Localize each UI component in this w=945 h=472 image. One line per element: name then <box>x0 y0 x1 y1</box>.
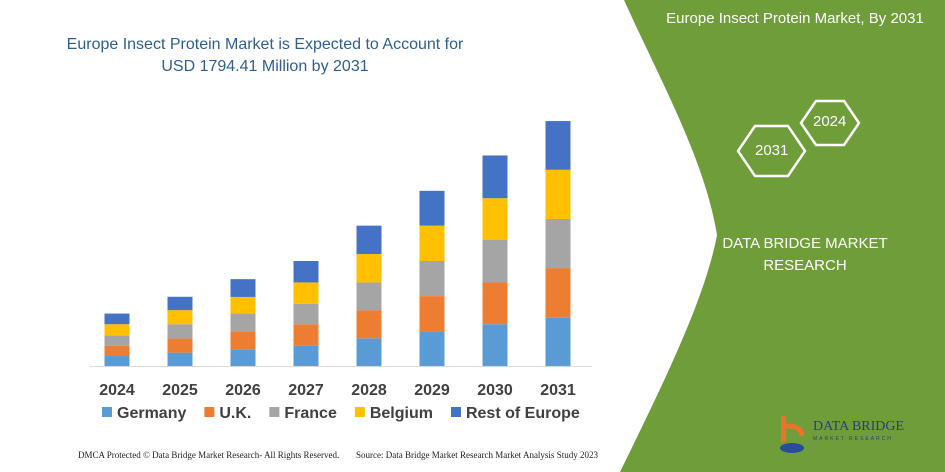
legend-label: Germany <box>117 405 186 422</box>
panel-title: Europe Insect Protein Market, By 2031 <box>666 10 924 27</box>
x-tick-label: 2026 <box>225 382 261 399</box>
bar-segment-2024-rest-of-europe <box>104 313 130 325</box>
hexagon-2031 <box>736 124 807 178</box>
x-tick-label: 2029 <box>414 382 450 399</box>
bar-segment-2031-u-k- <box>545 268 571 318</box>
legend-swatch <box>204 407 215 417</box>
bar-segment-2030-germany <box>482 324 508 366</box>
bar-segment-2030-france <box>482 239 508 283</box>
bar-segment-2024-france <box>104 335 130 346</box>
bar-segment-2029-rest-of-europe <box>419 190 445 226</box>
bar-segment-2029-u-k- <box>419 296 445 332</box>
legend-label: Rest of Europe <box>466 405 580 422</box>
bar-segment-2027-u-k- <box>293 324 319 346</box>
bar-segment-2029-germany <box>419 331 445 366</box>
legend-label: France <box>284 405 337 422</box>
bar-segment-2026-rest-of-europe <box>230 279 256 297</box>
bar-segment-2028-u-k- <box>356 310 382 339</box>
bar-segment-2026-u-k- <box>230 331 256 350</box>
hexagon-2024 <box>799 99 861 147</box>
hex-label-2031: 2031 <box>755 142 789 159</box>
bar-segment-2026-germany <box>230 349 256 366</box>
legend-swatch <box>354 407 365 417</box>
bar-segment-2031-france <box>545 218 571 269</box>
x-tick-label: 2025 <box>162 382 198 399</box>
bar-segment-2026-france <box>230 313 256 332</box>
x-tick-label: 2024 <box>99 382 135 399</box>
bar-segment-2025-belgium <box>167 310 193 325</box>
x-tick-label: 2030 <box>477 382 513 399</box>
bar-segment-2028-belgium <box>356 254 382 283</box>
bar-segment-2025-france <box>167 324 193 339</box>
green-panel <box>620 0 945 472</box>
x-tick-label: 2031 <box>540 382 576 399</box>
stacked-bar-chart: 2024 2025 2026 2027 2028 2029 2030 2031 Germany U… <box>90 121 592 422</box>
legend-swatch <box>269 407 280 417</box>
logo-icon <box>780 416 805 453</box>
bar-segment-2025-rest-of-europe <box>167 296 193 311</box>
logo-subtext: MARKET RESEARCH <box>813 436 893 442</box>
legend-swatch <box>450 407 461 417</box>
bar-segment-2026-belgium <box>230 296 256 314</box>
bar-segment-2030-rest-of-europe <box>482 155 508 199</box>
footer-source: Source: Data Bridge Market Research Mark… <box>356 450 598 460</box>
bar-segment-2024-u-k- <box>104 345 130 357</box>
company-name: DATA BRIDGE MARKET RESEARCH <box>722 235 888 274</box>
bar-segment-2030-belgium <box>482 198 508 240</box>
legend-label: Belgium <box>370 405 433 422</box>
bar-segment-2024-belgium <box>104 324 130 336</box>
legend-label: U.K. <box>219 405 251 422</box>
bar-segment-2031-belgium <box>545 169 571 219</box>
bar-segment-2028-france <box>356 282 382 311</box>
logo-text: DATA BRIDGE <box>813 419 905 434</box>
bar-segment-2028-rest-of-europe <box>356 225 382 255</box>
chart-title: Europe Insect Protein Market is Expected… <box>66 36 464 75</box>
bar-segment-2027-france <box>293 303 319 325</box>
bar-segment-2025-u-k- <box>167 338 193 353</box>
bar-segment-2027-rest-of-europe <box>293 261 319 283</box>
bar-segment-2027-germany <box>293 345 319 366</box>
bar-segment-2029-france <box>419 261 445 297</box>
legend-swatch <box>102 407 112 417</box>
bar-segment-2031-rest-of-europe <box>545 121 571 170</box>
hex-label-2024: 2024 <box>813 113 847 130</box>
bar-segment-2031-germany <box>545 317 571 366</box>
x-tick-label: 2027 <box>288 382 324 399</box>
bar-segment-2029-belgium <box>419 225 445 262</box>
bar-segment-2028-germany <box>356 338 382 366</box>
bar-segment-2030-u-k- <box>482 282 508 325</box>
footer-copyright: DMCA Protected © Data Bridge Market Rese… <box>78 450 340 460</box>
bar-segment-2027-belgium <box>293 282 319 304</box>
bar-segment-2025-germany <box>167 352 193 366</box>
x-tick-label: 2028 <box>351 382 387 399</box>
bar-segment-2024-germany <box>104 356 130 366</box>
